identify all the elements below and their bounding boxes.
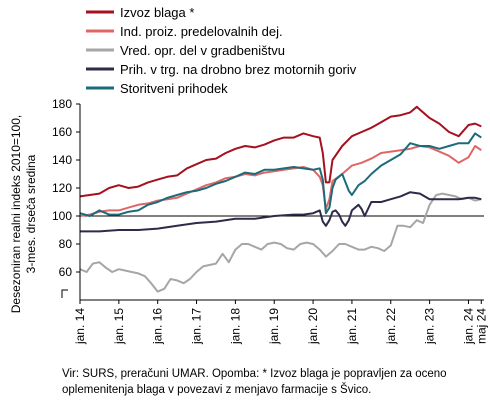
legend-label: Prih. v trg. na drobno brez motornih gor… (120, 62, 357, 77)
axis-break-mark (61, 289, 68, 298)
legend-label: Ind. proiz. predelovalnih dej. (120, 24, 283, 39)
y-tick-label: 60 (59, 265, 73, 279)
x-tick-label: jan. 19 (267, 308, 281, 345)
x-tick-label: jan. 23 (423, 308, 437, 345)
legend-label: Izvoz blaga * (120, 5, 194, 20)
series-line (79, 192, 482, 293)
series-line (79, 145, 482, 217)
y-tick-label: 160 (52, 125, 72, 139)
y-tick-label: 100 (52, 209, 72, 223)
legend-label: Storitveni prihodek (120, 81, 228, 96)
x-tick-label: jan. 22 (384, 308, 398, 345)
x-tick-label: jan. 14 (73, 308, 87, 345)
y-tick-label: 120 (52, 181, 72, 195)
x-tick-label: jan. 16 (151, 308, 165, 345)
y-axis-title-line: 3-mes. drseča sredina (24, 154, 38, 273)
y-tick-label: 80 (59, 237, 73, 251)
footnote: Vir: SURS, preračuni UMAR. Opomba: * Izv… (62, 368, 447, 396)
axes: 60 80 100 120 140 160 180 jan. 14 jan. 15 jan. 16… (52, 97, 488, 345)
legend: Izvoz blaga * Ind. proiz. predelovalnih d… (86, 5, 357, 96)
x-tick-label: jan. 21 (345, 308, 359, 345)
series-line (80, 191, 482, 233)
x-tick-label: jan. 15 (112, 308, 126, 345)
series-layer (79, 105, 482, 293)
series-line (79, 132, 482, 217)
x-tick-label: jan. 24 (461, 308, 475, 345)
y-axis-title-line: Desezoniran realni indeks 2010=100, (9, 115, 23, 313)
series-line (79, 105, 482, 198)
legend-label: Vred. opr. del v gradbeništvu (120, 43, 285, 58)
x-tick-label: jan. 17 (190, 308, 204, 345)
y-tick-label: 180 (52, 97, 72, 111)
plot-area: 60 80 100 120 140 160 180 jan. 14 jan. 15 jan. 16… (52, 97, 488, 345)
y-tick-label: 140 (52, 153, 72, 167)
x-tick-label: jan. 18 (228, 308, 242, 345)
x-tick-label: jan. 20 (306, 308, 320, 345)
x-tick-label: maj 24 (474, 308, 488, 344)
y-axis-title: Desezoniran realni indeks 2010=100,3-mes… (9, 115, 38, 313)
